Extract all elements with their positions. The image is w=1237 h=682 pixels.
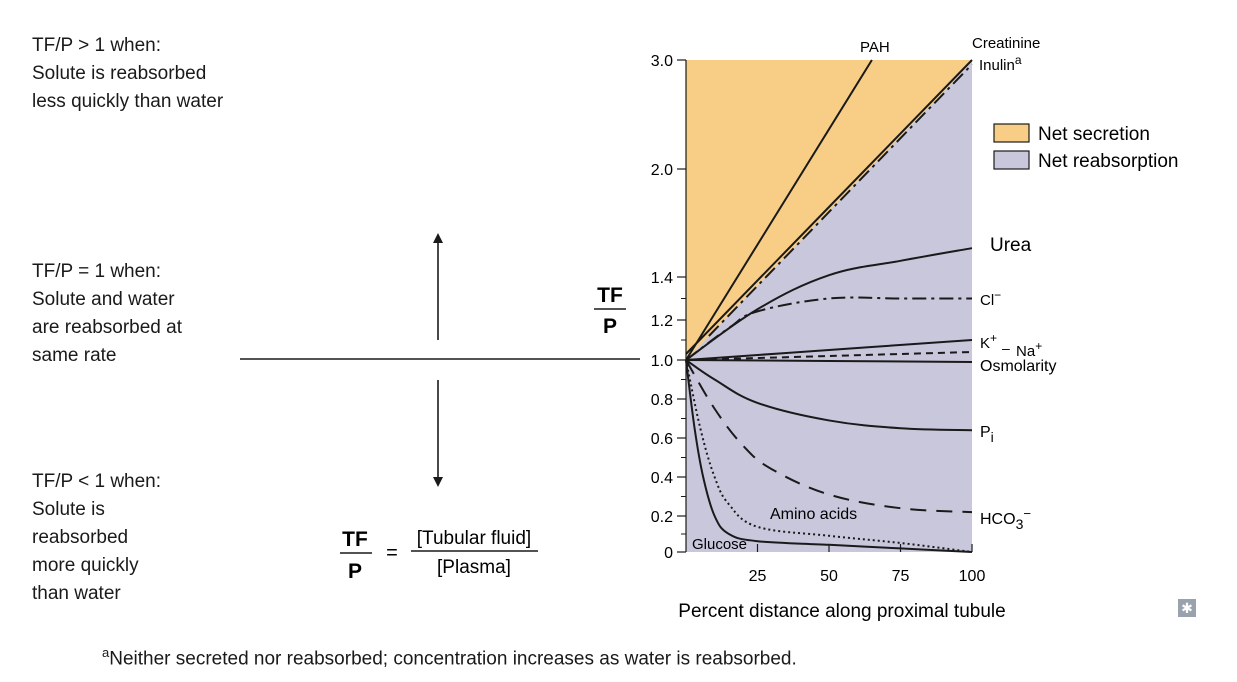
series-label-cl: Cl− [980,288,1001,309]
footnote-marker: a [102,645,110,660]
series-line-p [685,359,973,432]
series-line-na [685,351,973,361]
legend-label-net-reabsorption: Net reabsorption [1038,151,1178,172]
series-line-creatinine [685,59,973,355]
series-line-osmolarity [685,359,973,363]
y-axis-label-denominator: P [603,315,617,338]
formula-equals: = [386,542,398,564]
x-tick-label: 100 [959,568,986,585]
k-na-separator: – [1002,340,1010,356]
series-label-p: Pi [980,424,994,445]
series-label-urea: Urea [990,235,1032,256]
series-line-amino-acids [685,359,973,553]
series-label-creatinine: Creatinine [972,35,1040,52]
footnote: aNeither secreted nor reabsorbed; concen… [102,645,797,670]
note-equal-to-one: TF/P = 1 when: Solute and water are reab… [32,261,182,366]
note-greater-than-one: TF/P > 1 when: Solute is reabsorbed less… [32,35,224,112]
y-tick-label: 1.0 [651,353,673,370]
y-tick-label: 1.4 [651,270,673,287]
formula-lhs-denominator: P [348,560,362,583]
series-line-pah [685,59,873,361]
x-axis-label: Percent distance along proximal tubule [678,601,1005,622]
series-line-hco [685,359,973,514]
net-secretion-region [686,60,972,360]
y-tick-label: 0.6 [651,431,673,448]
series-lines [685,59,973,553]
y-tick-label: 0.4 [651,470,673,487]
series-label-na: Na+ [1016,339,1042,360]
x-tick-label: 25 [749,568,767,585]
formula-rhs-denominator: [Plasma] [437,557,511,578]
legend: Net secretion Net reabsorption [993,123,1178,172]
y-axis-label-numerator: TF [597,284,623,307]
series-line-urea [685,247,973,361]
chart: 0 0.2 0.4 0.6 0.8 1.0 1.2 1.4 2.0 3.0 25 50 75 100 P… [594,35,1178,622]
y-tick-label: 0.2 [651,509,673,526]
y-axis-ticks: 0 0.2 0.4 0.6 0.8 1.0 1.2 1.4 2.0 3.0 [651,53,686,562]
series-label-k: K+ [980,331,997,352]
y-tick-label: 1.2 [651,313,673,330]
series-label-pah: PAH [860,39,890,56]
formula-rhs-numerator: [Tubular fluid] [417,528,531,549]
series-label-inulin: Inulina [979,53,1022,74]
x-axis-ticks: 25 50 75 100 [749,544,986,585]
series-label-glucose: Glucose [692,536,747,553]
legend-label-net-secretion: Net secretion [1038,124,1150,145]
legend-swatch-net-secretion [993,123,1030,143]
note-less-than-one: TF/P < 1 when: Solute is reabsorbed more… [32,471,162,604]
series-label-amino-acids: Amino acids [770,506,857,523]
x-tick-label: 75 [892,568,910,585]
series-label-hco: HCO3− [980,506,1031,532]
y-tick-label: 0 [664,545,673,562]
tfp-figure: TF P = [Tubular fluid] [Plasma] 00.20.40… [240,35,1178,622]
x-tick-label: 50 [820,568,838,585]
series-line-glucose [685,359,973,553]
series-line-inulin [708,63,973,337]
y-tick-label: 2.0 [651,162,673,179]
series-line-k [685,339,973,361]
y-tick-label: 3.0 [651,53,673,70]
net-reabsorption-region [686,62,972,553]
expand-icon[interactable]: ✱ [1178,599,1196,617]
formula-lhs-numerator: TF [342,528,368,551]
legend-swatch-net-reabsorption [993,150,1030,170]
footnote-text: Neither secreted nor reabsorbed; concent… [109,648,797,670]
formula: TF P = [Tubular fluid] [Plasma] [340,528,538,583]
y-tick-label: 0.8 [651,392,673,409]
series-label-osmolarity: Osmolarity [980,358,1056,375]
series-line-cl [685,296,972,361]
